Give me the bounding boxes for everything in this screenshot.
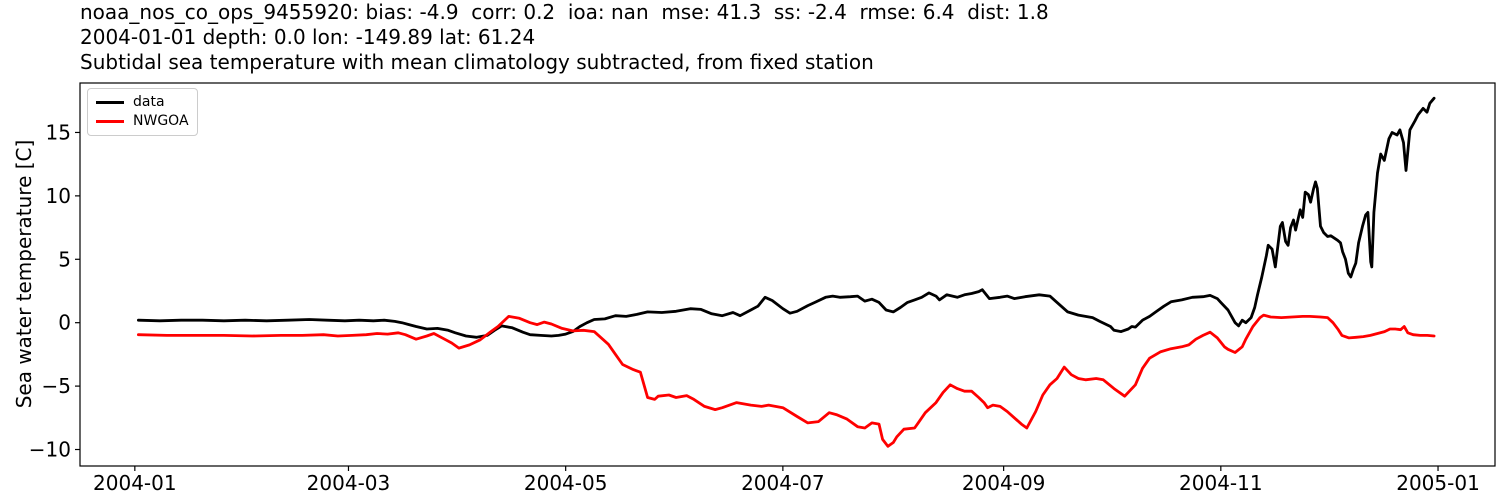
x-tick-label: 2005-01 <box>1396 471 1480 495</box>
title-line-description: Subtidal sea temperature with mean clima… <box>80 50 874 74</box>
x-tick-label: 2004-05 <box>524 471 608 495</box>
series-line-data <box>136 96 1436 339</box>
y-tick-label: 10 <box>46 184 71 208</box>
y-tick-label: −5 <box>42 374 71 398</box>
x-tick-label: 2004-01 <box>93 471 177 495</box>
x-tick-label: 2004-07 <box>741 471 825 495</box>
x-tick-label: 2004-11 <box>1179 471 1263 495</box>
legend-line-sample-nwgoa <box>96 120 124 123</box>
title-line-station-meta: 2004-01-01 depth: 0.0 lon: -149.89 lat: … <box>80 25 536 49</box>
title-line-stats: noaa_nos_co_ops_9455920: bias: -4.9 corr… <box>80 0 1049 24</box>
y-tick-label: 5 <box>58 247 71 271</box>
y-tick-label: 0 <box>58 311 71 335</box>
series-line-nwgoa <box>136 313 1436 448</box>
x-tick-label: 2004-09 <box>962 471 1046 495</box>
legend-label-data: data <box>133 94 165 110</box>
legend-item-nwgoa: NWGOA <box>96 112 189 131</box>
y-tick-label: −10 <box>29 438 71 462</box>
axes-frame <box>79 82 1496 467</box>
x-tick-label: 2004-03 <box>307 471 391 495</box>
y-tick-label: 15 <box>46 120 71 144</box>
legend-label-nwgoa: NWGOA <box>133 113 189 129</box>
legend: data NWGOA <box>87 88 198 136</box>
legend-item-data: data <box>96 93 189 112</box>
legend-line-sample-data <box>96 101 124 104</box>
